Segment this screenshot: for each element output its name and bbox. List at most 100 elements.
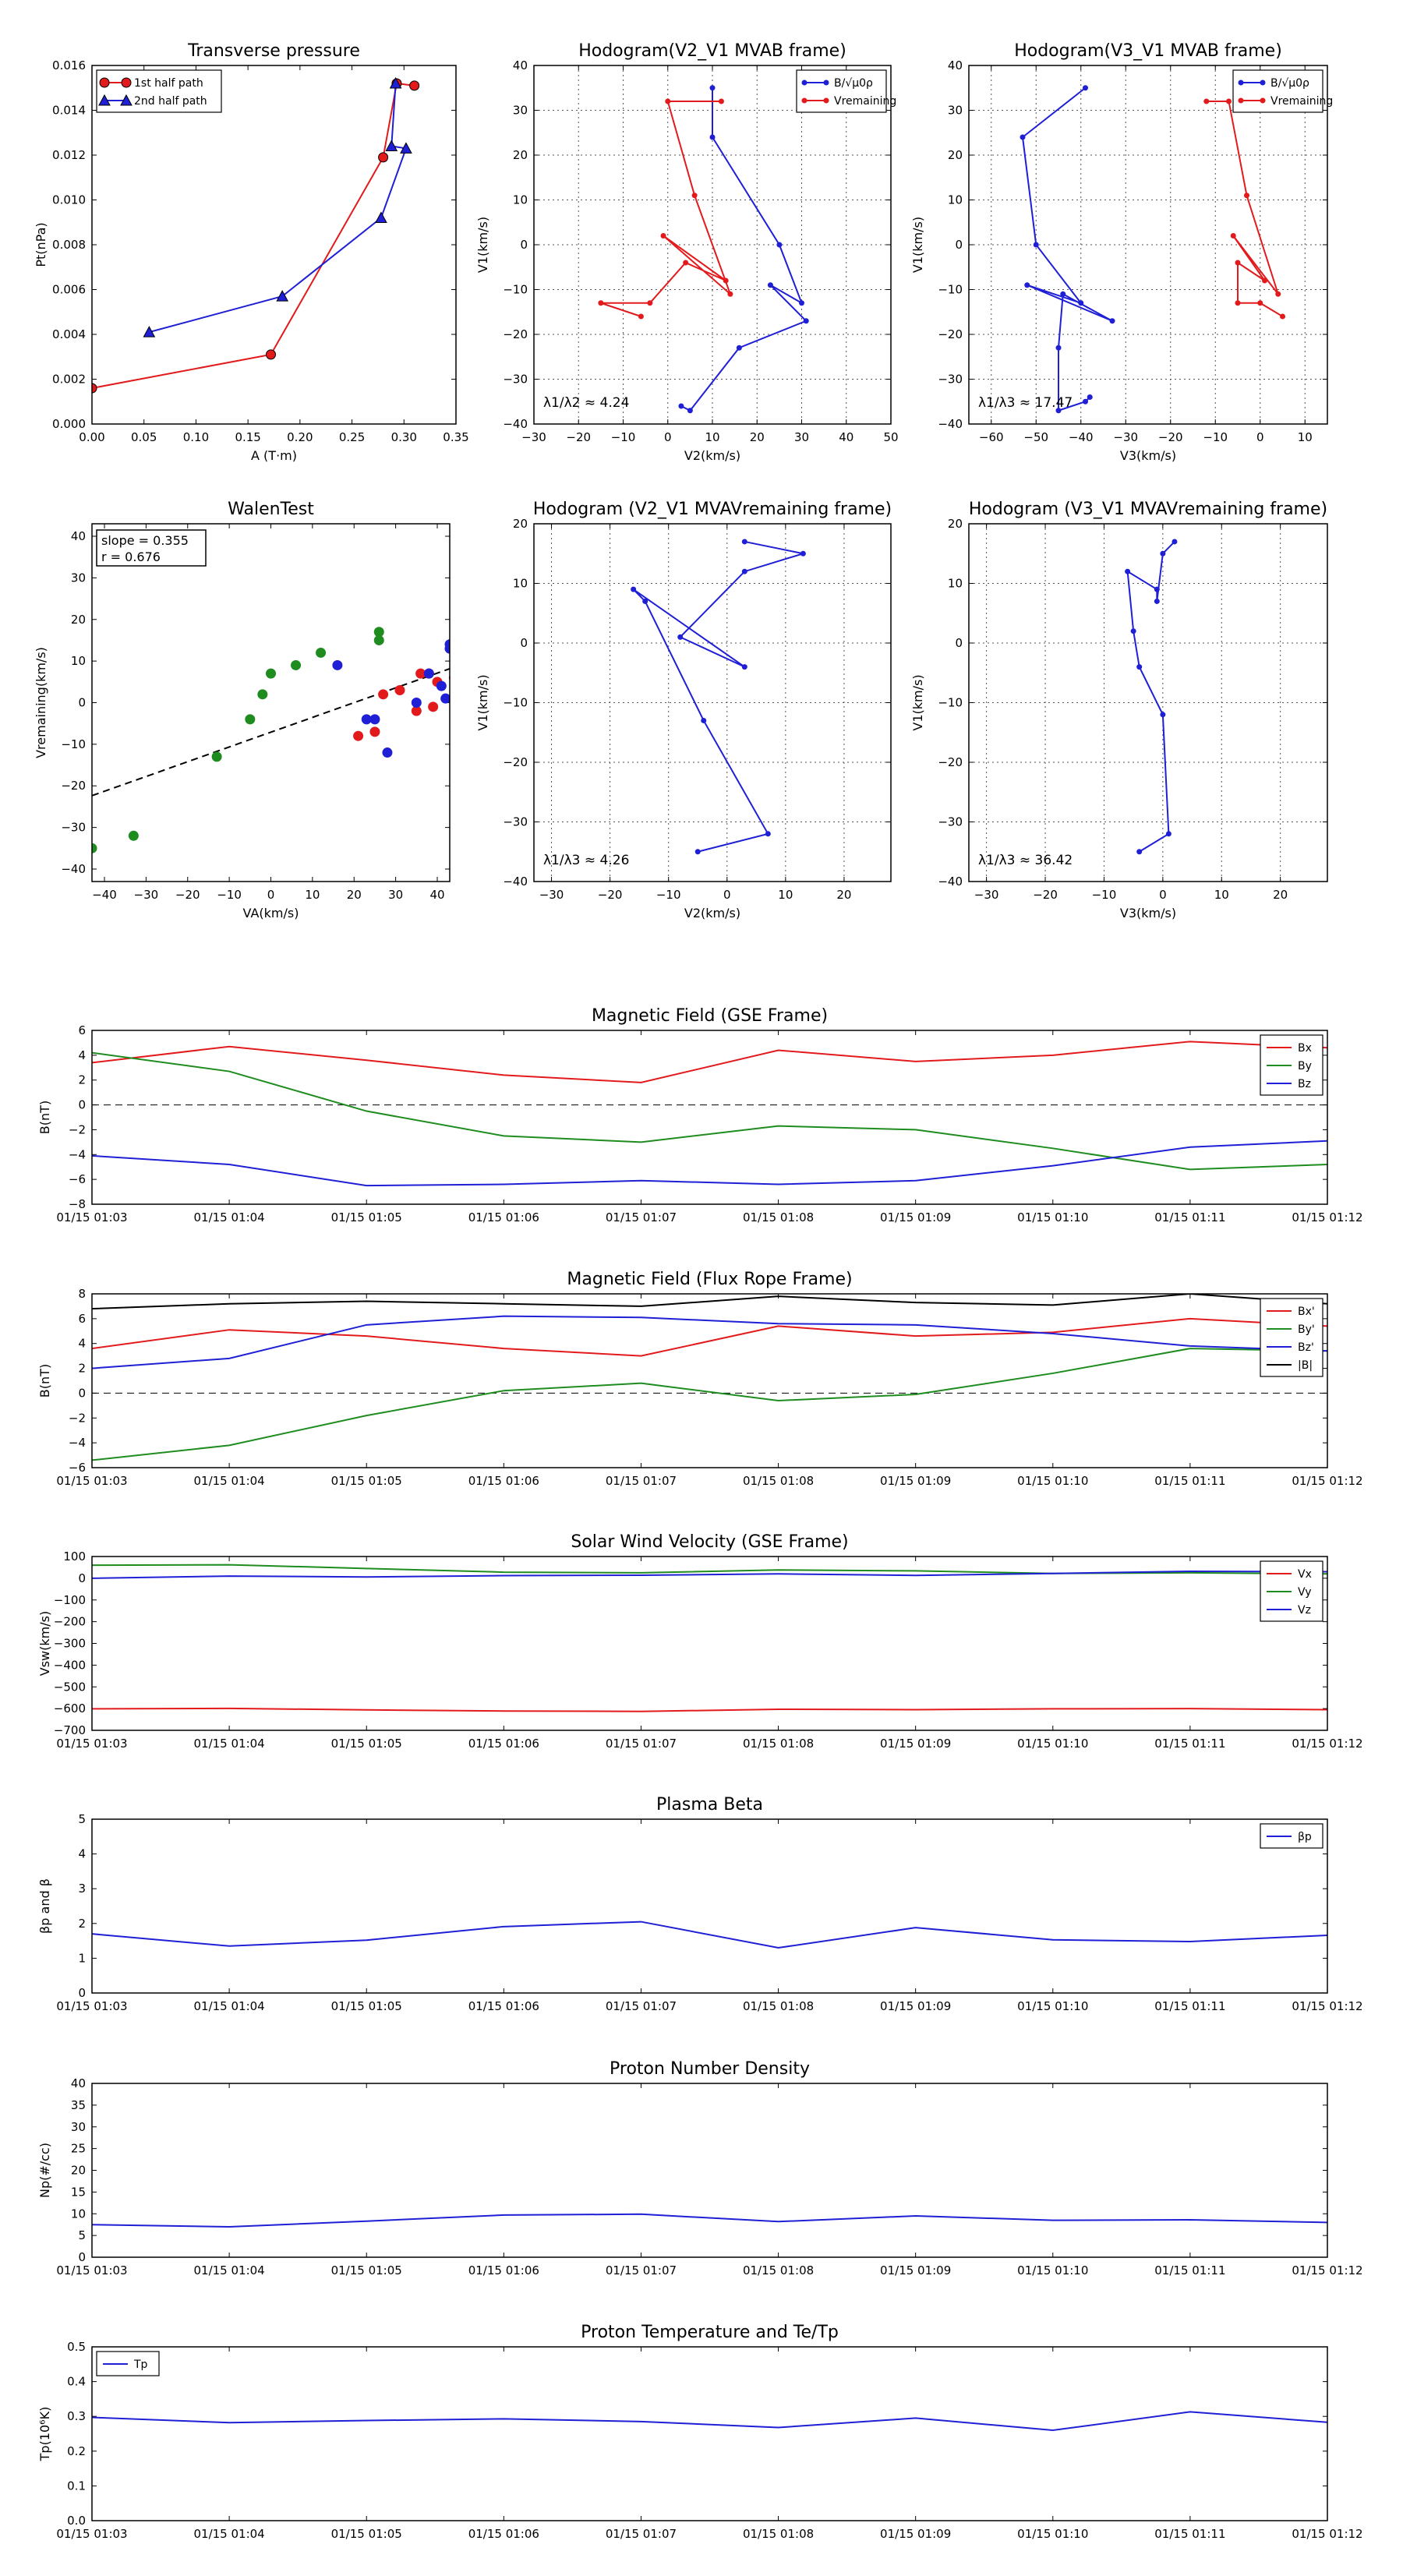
y-tick-label: 30	[71, 571, 86, 585]
y-axis-label: Tp(10⁶K)	[37, 2407, 52, 2462]
x-tick-label: 01/15 01:06	[468, 1737, 539, 1751]
x-axis-label: VA(km/s)	[243, 906, 299, 921]
legend-entry: Bx	[1267, 1042, 1312, 1055]
x-tick-label: 01/15 01:07	[606, 1474, 677, 1488]
plot-area	[92, 1921, 1327, 1949]
data-point-6	[436, 680, 447, 691]
y-tick-label: 4	[78, 1048, 86, 1062]
x-axis-label: A (T·m)	[251, 448, 297, 463]
y-tick-label: −40	[61, 862, 86, 876]
y-tick-label: 40	[513, 58, 528, 72]
data-point-7	[428, 701, 439, 712]
y-tick-label: 0	[955, 636, 963, 650]
y-tick-label: 0	[78, 1386, 86, 1400]
plot-area	[1125, 539, 1178, 855]
x-tick-label: 01/15 01:12	[1292, 1474, 1362, 1488]
plot-frame	[91, 523, 451, 882]
x-tick-label: −20	[1158, 430, 1183, 444]
y-tick-label: 35	[71, 2098, 86, 2112]
plot-frame	[91, 1818, 1328, 1994]
x-tick-label: 01/15 01:04	[193, 1999, 264, 2013]
plot-area	[598, 85, 809, 414]
y-tick-label: 20	[71, 613, 86, 627]
y-tick-label: 30	[71, 2120, 86, 2134]
data-point-9	[638, 313, 644, 320]
x-tick-label: 01/15 01:07	[606, 2263, 677, 2277]
x-tick-label: 10	[778, 888, 793, 902]
data-point-a	[98, 94, 111, 106]
x-tick-label: 10	[305, 888, 320, 902]
x-tick-label: 01/15 01:06	[468, 2527, 539, 2541]
y-tick-label: −10	[938, 696, 963, 710]
data-point-8	[1257, 300, 1263, 306]
data-point-2	[1154, 598, 1160, 604]
data-point-7	[316, 647, 327, 658]
data-point-2	[1244, 193, 1249, 199]
data-point-a	[99, 77, 110, 88]
y-tick-label: −40	[938, 417, 963, 431]
plot-frame	[91, 2346, 1328, 2521]
data-point-7	[687, 408, 693, 414]
chart-plasma-beta: 0 1 2 3 4 5 01/15 01:03 01/15 01:04 01/15 01:05 0…	[37, 1795, 1363, 2013]
legend-entry: Bx'	[1267, 1306, 1315, 1318]
data-point-6	[683, 260, 689, 266]
legend-label: B/√μ0ρ	[834, 77, 873, 90]
y-axis-label: Pt(nPa)	[34, 222, 48, 267]
x-tick-label: 01/15 01:10	[1017, 1737, 1088, 1751]
y-tick-label: 20	[948, 148, 963, 162]
y-tick-label: −8	[69, 1197, 86, 1211]
x-tick-label: 10	[1214, 888, 1229, 902]
y-tick-label: −4	[69, 1147, 86, 1161]
legend-label: Bz	[1298, 1078, 1311, 1090]
y-tick-label: 0	[520, 238, 528, 252]
data-point-b	[121, 77, 132, 88]
data-point-0	[1203, 98, 1210, 104]
series-line	[92, 1315, 1327, 1369]
data-point-5	[1262, 277, 1267, 284]
y-tick-label: 20	[71, 2164, 86, 2178]
data-point-1	[1020, 134, 1026, 140]
x-tick-label: 01/15 01:12	[1292, 1210, 1362, 1224]
data-point-2	[691, 193, 698, 199]
legend-label: By	[1298, 1060, 1312, 1072]
data-point-b	[823, 80, 829, 86]
x-tick-label: −20	[598, 888, 623, 902]
data-point-2	[378, 152, 389, 163]
series-line	[92, 1294, 1327, 1310]
y-tick-label: −20	[938, 327, 963, 341]
x-tick-label: 01/15 01:03	[56, 1474, 127, 1488]
plot-frame	[968, 65, 1328, 425]
x-tick-label: 01/15 01:09	[880, 1999, 951, 2013]
y-tick-label: −500	[54, 1680, 86, 1694]
x-tick-label: 01/15 01:05	[331, 2527, 402, 2541]
plot-frame	[91, 65, 457, 425]
x-tick-label: 0.20	[287, 430, 313, 444]
legend-entry: By	[1267, 1060, 1312, 1072]
x-tick-label: 20	[347, 888, 362, 902]
series-bx	[92, 1041, 1327, 1083]
x-tick-label: 01/15 01:05	[331, 2263, 402, 2277]
plot-frame	[968, 523, 1328, 882]
data-point-6	[642, 598, 648, 604]
data-point-4	[767, 282, 773, 288]
chart-title: Hodogram (V3_V1 MVAVremaining frame)	[969, 500, 1327, 519]
data-point-1	[361, 714, 372, 725]
legend: Tp	[96, 2351, 160, 2376]
y-tick-label: 8	[78, 1287, 86, 1301]
data-point-4	[1125, 568, 1131, 574]
y-tick-label: 0.5	[67, 2340, 86, 2354]
data-point-1	[1160, 550, 1166, 557]
x-tick-label: 0.15	[235, 430, 260, 444]
y-tick-label: 0.004	[52, 327, 86, 341]
data-point-b	[120, 94, 133, 106]
data-point-9	[373, 634, 384, 645]
legend-entry: |B|	[1267, 1359, 1313, 1372]
plot-area	[92, 1564, 1327, 1712]
x-tick-label: 01/15 01:04	[193, 2527, 264, 2541]
series-bz-	[92, 1315, 1327, 1369]
x-tick-label: −30	[974, 888, 999, 902]
y-tick-label: 30	[948, 104, 963, 118]
x-tick-label: 01/15 01:05	[331, 1737, 402, 1751]
data-point-1	[665, 98, 671, 104]
y-tick-label: 0.010	[52, 193, 86, 207]
